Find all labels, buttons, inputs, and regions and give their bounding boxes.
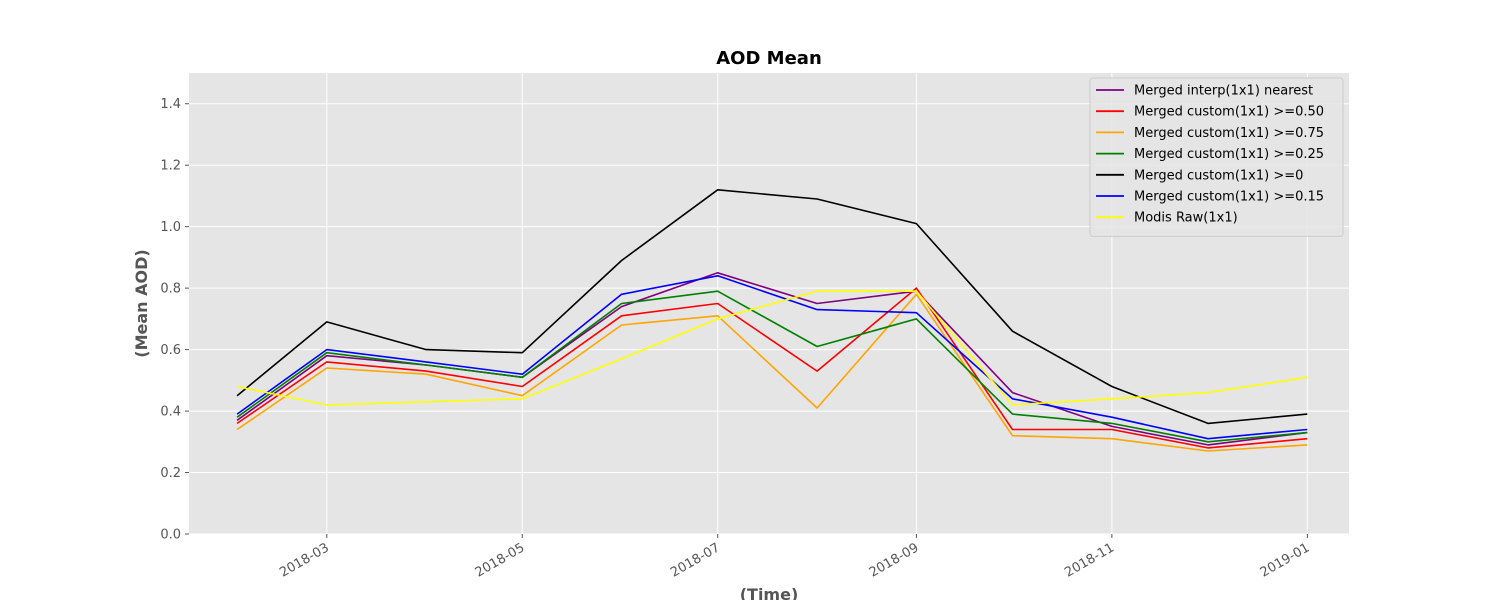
y-tick-label: 1.4 bbox=[160, 97, 181, 112]
x-tick-label: 2019-01 bbox=[1258, 540, 1313, 580]
x-tick-label: 2018-09 bbox=[867, 540, 922, 580]
legend-label: Merged interp(1x1) nearest bbox=[1134, 84, 1313, 99]
x-axis-label: (Time) bbox=[740, 585, 799, 600]
y-tick-label: 0.0 bbox=[160, 528, 181, 543]
x-tick-label: 2018-05 bbox=[473, 540, 528, 580]
y-tick-label: 0.4 bbox=[160, 405, 181, 420]
series-line-merged-custom-1x1-0 bbox=[236, 189, 1308, 425]
legend-label: Merged custom(1x1) >=0 bbox=[1134, 168, 1303, 183]
y-tick-label: 1.0 bbox=[160, 220, 181, 235]
legend-label: Merged custom(1x1) >=0.25 bbox=[1134, 147, 1324, 162]
y-tick-label: 0.8 bbox=[160, 282, 181, 297]
series-line-merged-custom-1x1-0-50 bbox=[236, 287, 1308, 449]
series-line-merged-custom-1x1-0-25 bbox=[236, 290, 1308, 443]
legend-item: Merged interp(1x1) nearest bbox=[1096, 84, 1313, 99]
series-line-merged-custom-1x1-0-75 bbox=[236, 293, 1308, 452]
legend: Merged interp(1x1) nearest Merged custom(… bbox=[1089, 77, 1344, 237]
x-tick-label: 2018-07 bbox=[668, 540, 723, 580]
legend-item: Merged custom(1x1) >=0.25 bbox=[1096, 147, 1324, 162]
y-tick-label: 0.6 bbox=[160, 343, 181, 358]
x-tick-label: 2018-11 bbox=[1062, 540, 1117, 580]
series-line-merged-custom-1x1-0-15 bbox=[236, 274, 1308, 440]
series-lines bbox=[236, 189, 1308, 452]
y-axis-label: (Mean AOD) bbox=[132, 249, 151, 357]
legend-label: Modis Raw(1x1) bbox=[1134, 211, 1238, 226]
legend-item: Merged custom(1x1) >=0.50 bbox=[1096, 105, 1324, 120]
series-line-modis-raw-1x1 bbox=[236, 290, 1308, 406]
legend-box bbox=[1089, 77, 1344, 237]
legend-item: Merged custom(1x1) >=0.75 bbox=[1096, 126, 1324, 141]
legend-item: Merged custom(1x1) >=0.15 bbox=[1096, 190, 1324, 205]
y-tick-label: 0.2 bbox=[160, 466, 181, 481]
y-tick-label: 1.2 bbox=[160, 159, 181, 174]
chart-title: AOD Mean bbox=[716, 48, 822, 69]
legend-label: Merged custom(1x1) >=0.15 bbox=[1134, 190, 1324, 205]
legend-label: Merged custom(1x1) >=0.50 bbox=[1134, 105, 1324, 120]
x-tick-label: 2018-03 bbox=[277, 540, 332, 580]
legend-label: Merged custom(1x1) >=0.75 bbox=[1134, 126, 1324, 141]
legend-item: Modis Raw(1x1) bbox=[1096, 211, 1238, 226]
legend-item: Merged custom(1x1) >=0 bbox=[1096, 168, 1303, 183]
